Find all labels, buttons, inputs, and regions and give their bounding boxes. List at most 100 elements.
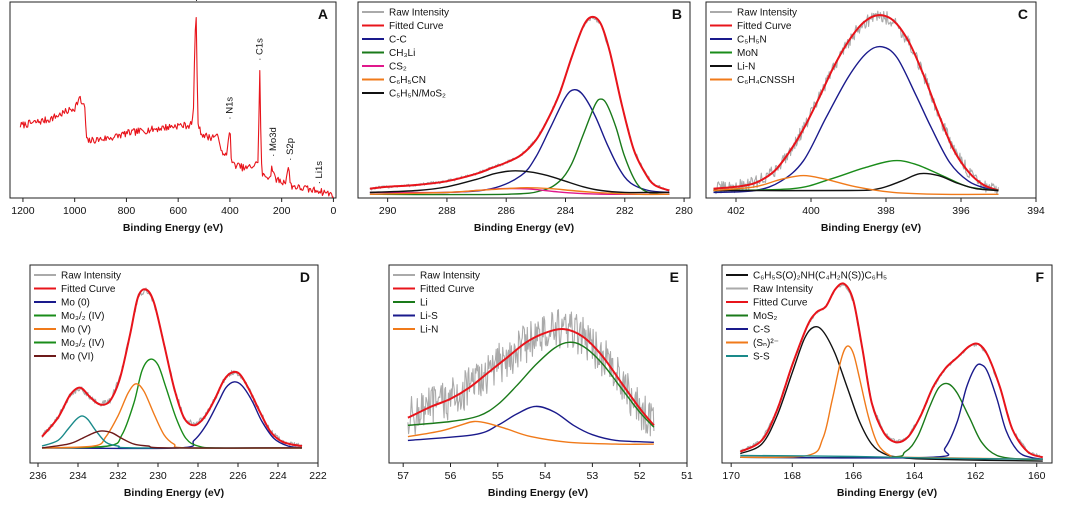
peak-label: · C1s — [255, 38, 266, 61]
plot-frame — [9, 1, 337, 199]
legend-label: C₅H₅N — [737, 35, 767, 46]
series-fitted-curve — [369, 15, 670, 192]
panel-label: B — [672, 6, 682, 22]
peak-label: · Li1s — [314, 161, 325, 184]
x-tick-label: 232 — [109, 470, 127, 482]
panel-label: E — [670, 269, 679, 285]
peak-label: · O1s — [191, 0, 202, 2]
series-s-s — [740, 454, 1043, 460]
x-tick-label: 398 — [877, 205, 895, 217]
series-c-h-n-mos — [369, 170, 670, 194]
legend-label: Fitted Curve — [420, 284, 475, 295]
x-tick-label: 400 — [221, 205, 239, 217]
x-axis-label: Binding Energy (eV) — [821, 222, 921, 234]
series-survey — [19, 16, 334, 198]
series-fitted-curve — [739, 282, 1044, 459]
x-tick-label: 284 — [557, 205, 575, 217]
x-tick-label: 160 — [1028, 470, 1046, 482]
legend-label: C₆H₅S(O)₂NH(C₄H₂N(S))C₆H₅ — [753, 271, 887, 282]
x-tick-label: 166 — [845, 470, 863, 482]
legend-label: Raw Intensity — [389, 8, 449, 19]
x-tick-label: 1200 — [11, 205, 35, 217]
x-tick-label: 56 — [445, 470, 457, 482]
series-fitted-curve — [41, 288, 303, 447]
series-ch-li — [369, 98, 670, 196]
panel-d: 236 234 232 230 228 226 224 222 Binding Energy (… — [29, 264, 327, 499]
legend-label: (Sₙ)²⁻ — [753, 338, 779, 349]
plot-frame — [705, 1, 1037, 199]
panel-label: F — [1035, 269, 1044, 285]
x-tick-label: 168 — [784, 470, 802, 482]
series-raw-intensity — [369, 16, 670, 192]
legend-label: C₅H₅N/MoS₂ — [389, 89, 446, 100]
panel-label: C — [1018, 6, 1028, 22]
x-tick-label: 222 — [309, 470, 327, 482]
x-tick-label: 54 — [539, 470, 551, 482]
legend-label: Fitted Curve — [389, 21, 444, 32]
x-tick-label: 800 — [118, 205, 136, 217]
x-tick-label: 1000 — [63, 205, 87, 217]
x-tick-label: 286 — [497, 205, 515, 217]
panel-e: 57 56 55 54 53 52 51 Binding Energy (eV) E Raw In… — [388, 264, 693, 499]
x-tick-label: 230 — [149, 470, 167, 482]
legend-label: CH₃Li — [389, 48, 415, 59]
x-tick-label: 228 — [189, 470, 207, 482]
x-axis-label: Binding Energy (eV) — [124, 487, 224, 499]
legend-label: Raw Intensity — [753, 284, 813, 295]
legend-label: Li — [420, 298, 428, 309]
peak-label: · N1s — [225, 97, 236, 120]
legend-label: Mo₃/₂ (IV) — [61, 338, 105, 349]
series-c-h-cn — [369, 187, 670, 196]
plot-frame — [357, 1, 691, 199]
x-tick-label: 236 — [29, 470, 47, 482]
series-li-n — [407, 420, 654, 445]
legend-label: C-S — [753, 325, 771, 336]
x-tick-label: 55 — [492, 470, 504, 482]
series-c-c — [369, 88, 670, 194]
series-c-h-n — [713, 45, 999, 194]
legend-label: S-S — [753, 352, 770, 363]
x-tick-label: 170 — [722, 470, 740, 482]
x-tick-label: 402 — [727, 205, 745, 217]
legend-label: Mo (VI) — [61, 352, 94, 363]
x-tick-label: 282 — [616, 205, 634, 217]
series-mos — [740, 382, 1043, 461]
series-raw-intensity — [739, 283, 1043, 459]
legend-label: CS₂ — [389, 62, 407, 73]
x-tick-label: 290 — [379, 205, 397, 217]
legend-label: C₆H₅CN — [389, 75, 426, 86]
panel-c: 402 400 398 396 394 Binding Energy (eV) C Raw I… — [705, 1, 1045, 234]
panel-label: D — [300, 269, 310, 285]
legend-label: C₆H₄CNSSH — [737, 75, 795, 86]
legend-label: Li-N — [420, 325, 438, 336]
x-tick-label: 162 — [967, 470, 985, 482]
x-tick-label: 396 — [952, 205, 970, 217]
x-axis-label: Binding Energy (eV) — [488, 487, 588, 499]
legend-label: Raw Intensity — [61, 271, 121, 282]
x-tick-label: 600 — [169, 205, 187, 217]
x-tick-label: 226 — [229, 470, 247, 482]
series-c-s — [740, 363, 1043, 460]
panel-a: 1200 1000 800 600 400 200 0 Binding Energy (eV)… — [9, 0, 337, 234]
panel-f: 170 168 166 164 162 160 Binding Energy (eV) F C₆… — [721, 264, 1053, 499]
x-tick-label: 234 — [69, 470, 87, 482]
x-tick-label: 288 — [438, 205, 456, 217]
panel-b: 290 288 286 284 282 280 Binding Energy (eV) B Ra… — [357, 1, 693, 234]
x-tick-label: 57 — [397, 470, 409, 482]
legend-label: MoN — [737, 48, 758, 59]
series-fitted-curve — [713, 14, 999, 192]
x-axis-label: Binding Energy (eV) — [123, 222, 223, 234]
series-li — [407, 341, 655, 428]
legend-label: Mo (V) — [61, 325, 91, 336]
legend-label: C-C — [389, 35, 407, 46]
series-li-s — [407, 405, 654, 443]
x-tick-label: 400 — [802, 205, 820, 217]
plot-frame — [721, 264, 1053, 464]
series-fitted-curve — [407, 328, 655, 426]
plot-frame — [29, 264, 319, 464]
x-tick-label: 0 — [330, 205, 336, 217]
x-tick-label: 51 — [681, 470, 693, 482]
legend-label: Li-N — [737, 62, 755, 73]
legend-label: Li-S — [420, 311, 438, 322]
